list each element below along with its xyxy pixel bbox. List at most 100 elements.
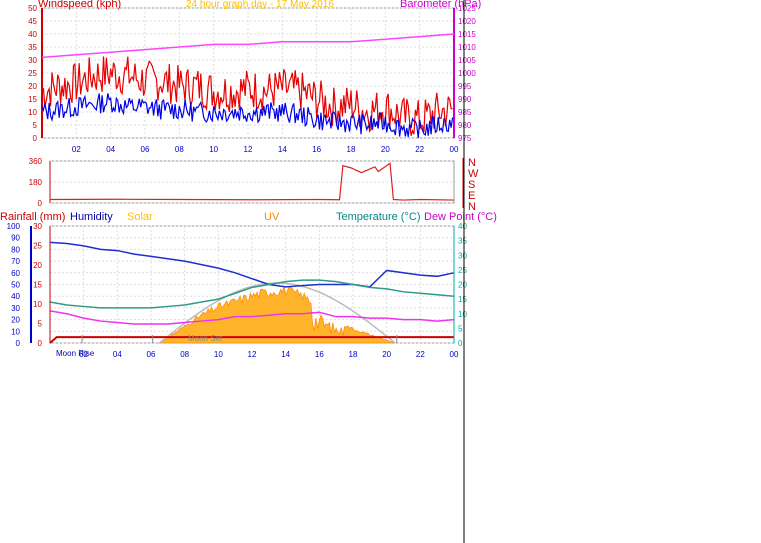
humidity-tick-label: 50 bbox=[11, 281, 20, 290]
direction-letter: N bbox=[468, 157, 476, 169]
graph-title: 24 hour graph day - 17 May 2016 bbox=[186, 0, 334, 10]
wind-right-tick-label: 980 bbox=[458, 121, 472, 130]
wind-x-tick-label: 16 bbox=[312, 145, 321, 154]
wind-x-tick-label: 22 bbox=[415, 145, 424, 154]
wind-x-axis: 02 04 06 08 10 12 14 16 18 20 22 00 bbox=[72, 145, 459, 154]
wind-right-tick-label: 1005 bbox=[458, 56, 476, 65]
direction-series bbox=[49, 162, 455, 201]
wind-left-tick-label: 40 bbox=[28, 30, 37, 39]
rainfall-line bbox=[49, 336, 454, 344]
direction-letter: W bbox=[468, 168, 479, 180]
wind-left-tick-label: 10 bbox=[28, 108, 37, 117]
moon-rise-label: Moon Rise bbox=[56, 349, 95, 358]
humidity-line bbox=[49, 241, 455, 288]
temp-tick-label: 30 bbox=[458, 251, 467, 260]
direction-grid bbox=[50, 160, 454, 204]
temp-tick-label: 25 bbox=[458, 266, 467, 275]
wind-right-tick-label: 1000 bbox=[458, 69, 476, 78]
wind-left-tick-label: 50 bbox=[28, 4, 37, 13]
direction-letter: E bbox=[468, 190, 475, 202]
humidity-tick-label: 0 bbox=[16, 339, 21, 348]
temperature-line bbox=[49, 279, 455, 309]
wind-right-tick-label: 1020 bbox=[458, 17, 476, 26]
climate-x-tick-label: 10 bbox=[214, 350, 223, 359]
wind-x-tick-label: 20 bbox=[381, 145, 390, 154]
wind-left-tick-label: 0 bbox=[33, 134, 38, 143]
legend-rainfall: Rainfall (mm) bbox=[0, 211, 65, 223]
windspeed-title: Windspeed (kph) bbox=[38, 0, 121, 10]
climate-x-tick-label: 22 bbox=[416, 350, 425, 359]
climate-y-axes: 0 10 20 30 40 50 60 70 80 90 100 0 5 10 15 20 25 30 0 5 10 15… bbox=[7, 222, 468, 348]
climate-x-tick-label: 00 bbox=[450, 350, 459, 359]
barometer-title: Barometer (hPa) bbox=[400, 0, 481, 10]
wind-x-tick-label: 14 bbox=[278, 145, 287, 154]
wind-left-tick-label: 15 bbox=[28, 95, 37, 104]
wind-right-axis: 975 980 985 990 995 1000 1005 1010 1015 1020 1025 bbox=[453, 4, 476, 143]
legend-temperature: Temperature (°C) bbox=[336, 211, 420, 223]
wind-x-tick-label: 18 bbox=[347, 145, 356, 154]
humidity-tick-label: 90 bbox=[11, 234, 20, 243]
temp-tick-label: 20 bbox=[458, 281, 467, 290]
direction-letter: S bbox=[468, 179, 475, 191]
wind-x-tick-label: 08 bbox=[175, 145, 184, 154]
climate-x-tick-label: 20 bbox=[382, 350, 391, 359]
humidity-tick-label: 10 bbox=[11, 327, 20, 336]
direction-line bbox=[49, 162, 455, 201]
wind-right-tick-label: 995 bbox=[458, 82, 472, 91]
climate-x-tick-label: 08 bbox=[180, 350, 189, 359]
wind-x-tick-label: 12 bbox=[244, 145, 253, 154]
humidity-tick-label: 40 bbox=[11, 292, 20, 301]
climate-x-tick-label: 14 bbox=[281, 350, 290, 359]
wind-right-tick-label: 990 bbox=[458, 95, 472, 104]
climate-x-axis: 02 04 06 08 10 12 14 16 18 20 22 00 bbox=[79, 335, 459, 359]
climate-x-tick-label: 04 bbox=[113, 350, 122, 359]
temp-tick-label: 35 bbox=[458, 237, 467, 246]
rain-tick-label: 20 bbox=[33, 261, 42, 270]
wind-series bbox=[41, 33, 455, 139]
direction-tick-label: 0 bbox=[38, 199, 43, 208]
humidity-tick-label: 70 bbox=[11, 257, 20, 266]
climate-panel: 0102030405060708090100051015202530051015… bbox=[0, 211, 497, 359]
wind-x-tick-label: 02 bbox=[72, 145, 81, 154]
rain-tick-label: 30 bbox=[33, 222, 42, 231]
climate-x-tick-label: 12 bbox=[248, 350, 257, 359]
temp-tick-label: 40 bbox=[458, 222, 467, 231]
dewpoint-line bbox=[49, 310, 455, 325]
wind-right-tick-label: 1010 bbox=[458, 43, 476, 52]
direction-tick-label: 360 bbox=[29, 157, 43, 166]
rain-tick-label: 25 bbox=[33, 242, 42, 251]
legend-uv: UV bbox=[264, 211, 280, 223]
direction-letter: N bbox=[468, 201, 476, 213]
wind-right-tick-label: 975 bbox=[458, 134, 472, 143]
climate-x-tick-label: 06 bbox=[147, 350, 156, 359]
temp-tick-label: 15 bbox=[458, 295, 467, 304]
climate-series bbox=[49, 241, 455, 344]
wind-x-tick-label: 00 bbox=[450, 145, 459, 154]
humidity-tick-label: 80 bbox=[11, 245, 20, 254]
wind-x-tick-label: 04 bbox=[106, 145, 115, 154]
wind-right-tick-label: 1025 bbox=[458, 4, 476, 13]
wind-right-tick-label: 985 bbox=[458, 108, 472, 117]
temp-tick-label: 5 bbox=[458, 324, 463, 333]
temp-tick-label: 0 bbox=[458, 339, 463, 348]
direction-y-axis: 0 180 360 bbox=[29, 157, 51, 208]
direction-tick-label: 180 bbox=[29, 178, 43, 187]
legend-humidity: Humidity bbox=[70, 211, 113, 223]
humidity-tick-label: 20 bbox=[11, 316, 20, 325]
rain-tick-label: 0 bbox=[38, 339, 43, 348]
wind-x-tick-label: 06 bbox=[141, 145, 150, 154]
wind-left-axis: 0 5 10 15 20 25 30 35 40 45 50 bbox=[28, 4, 43, 143]
moon-set-label: Moon Set bbox=[188, 334, 223, 343]
wind-x-tick-label: 10 bbox=[209, 145, 218, 154]
rain-tick-label: 5 bbox=[38, 320, 43, 329]
climate-x-tick-label: 18 bbox=[349, 350, 358, 359]
wind-left-tick-label: 45 bbox=[28, 17, 37, 26]
wind-left-tick-label: 35 bbox=[28, 43, 37, 52]
barometer-line bbox=[41, 33, 455, 59]
wind-left-tick-label: 20 bbox=[28, 82, 37, 91]
climate-x-tick-label: 16 bbox=[315, 350, 324, 359]
